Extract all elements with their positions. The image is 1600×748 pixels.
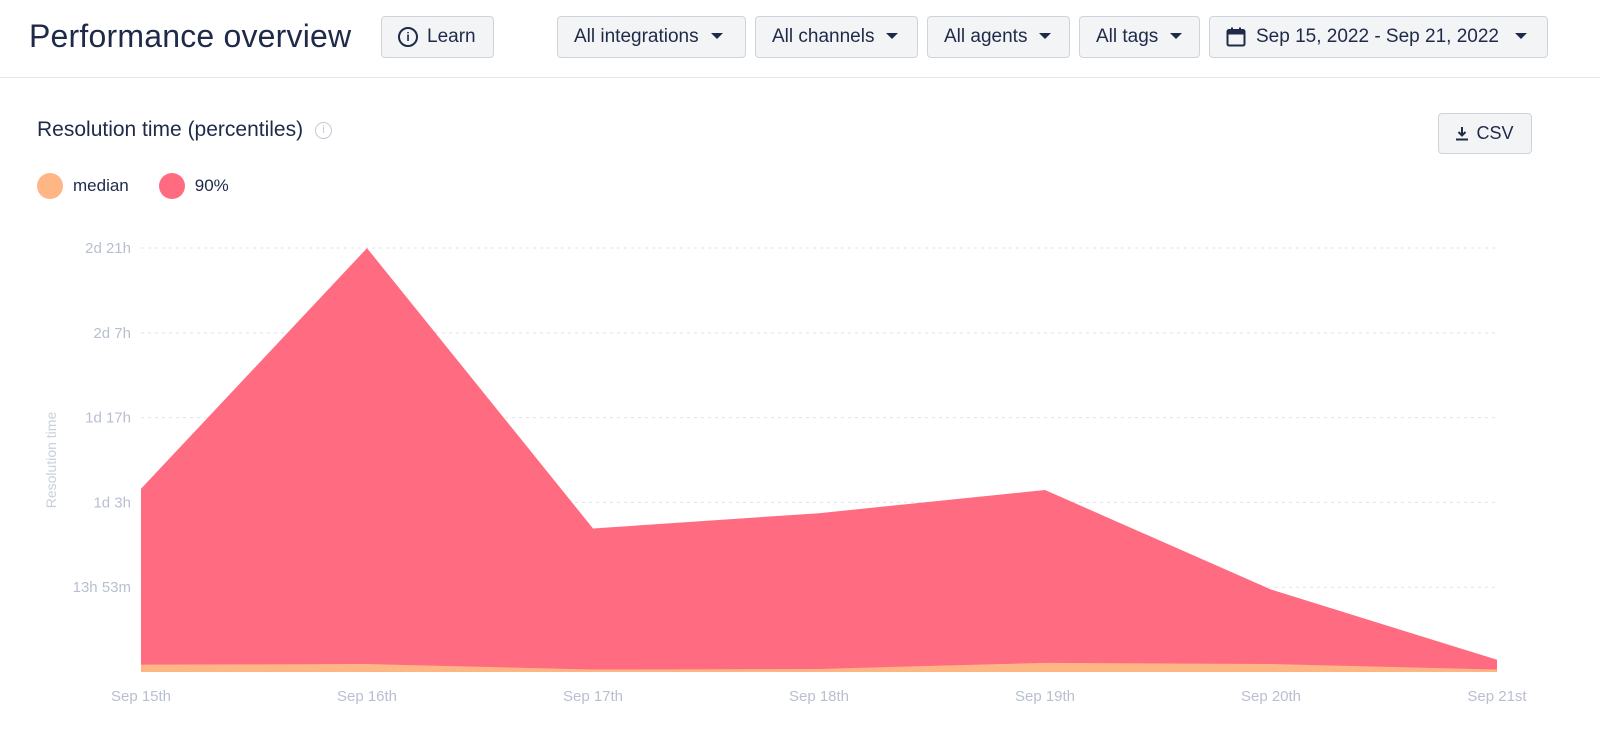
legend-swatch-median xyxy=(37,173,63,199)
x-tick-label: Sep 17th xyxy=(563,688,623,705)
x-tick-label: Sep 18th xyxy=(789,688,849,705)
info-icon: i xyxy=(398,27,418,47)
channels-filter-label: All channels xyxy=(772,26,875,47)
x-tick-label: Sep 21st xyxy=(1467,688,1527,705)
agents-filter-label: All agents xyxy=(944,26,1028,47)
caret-down-icon xyxy=(1514,33,1527,39)
legend-item-median[interactable]: median xyxy=(37,173,129,199)
y-axis-ticks: 13h 53m 1d 3h 1d 17h 2d 7h 2d 21h xyxy=(73,240,131,596)
info-icon[interactable]: i xyxy=(315,121,333,139)
integrations-filter-label: All integrations xyxy=(574,26,699,47)
p90-area[interactable] xyxy=(141,248,1497,672)
caret-down-icon xyxy=(710,33,723,39)
learn-label: Learn xyxy=(427,26,476,47)
y-axis-label: Resolution time xyxy=(43,412,59,509)
chart-legend: median 90% xyxy=(37,173,259,199)
top-bar: Performance overview i Learn All integra… xyxy=(0,0,1600,78)
legend-swatch-p90 xyxy=(158,173,185,199)
legend-label-median: median xyxy=(73,176,129,195)
tags-filter-label: All tags xyxy=(1096,26,1159,47)
x-tick-label: Sep 16th xyxy=(337,688,397,705)
csv-download-button[interactable]: CSV xyxy=(1438,113,1532,154)
agents-filter[interactable]: All agents xyxy=(927,16,1070,58)
legend-item-p90[interactable]: 90% xyxy=(158,173,229,199)
y-tick-label: 2d 7h xyxy=(93,325,131,342)
y-tick-label: 1d 17h xyxy=(85,410,131,427)
x-axis-ticks: Sep 15th Sep 16th Sep 17th Sep 18th Sep 19th… xyxy=(111,688,1527,705)
channels-filter[interactable]: All channels xyxy=(755,16,918,58)
y-tick-label: 13h 53m xyxy=(73,579,131,596)
y-tick-label: 2d 21h xyxy=(85,240,131,257)
csv-label: CSV xyxy=(1476,123,1514,143)
caret-down-icon xyxy=(886,33,899,39)
median-area[interactable] xyxy=(141,662,1497,672)
download-icon xyxy=(1456,126,1469,140)
page-title: Performance overview xyxy=(29,18,352,54)
x-tick-label: Sep 15th xyxy=(111,688,171,705)
x-tick-label: Sep 20th xyxy=(1241,688,1301,705)
tags-filter[interactable]: All tags xyxy=(1079,16,1200,58)
integrations-filter[interactable]: All integrations xyxy=(557,16,746,58)
chart-areas xyxy=(141,248,1497,672)
legend-label-p90: 90% xyxy=(194,176,229,195)
x-tick-label: Sep 19th xyxy=(1015,688,1075,705)
y-tick-label: 1d 3h xyxy=(93,494,131,511)
calendar-icon xyxy=(1226,27,1246,47)
learn-button[interactable]: i Learn xyxy=(381,16,494,58)
caret-down-icon xyxy=(1170,33,1183,39)
caret-down-icon xyxy=(1039,33,1052,39)
chart-title: Resolution time (percentiles) i xyxy=(37,118,333,142)
chart-title-text: Resolution time (percentiles) xyxy=(37,118,304,141)
date-range-label: Sep 15, 2022 - Sep 21, 2022 xyxy=(1256,26,1499,47)
date-range-picker[interactable]: Sep 15, 2022 - Sep 21, 2022 xyxy=(1209,16,1548,58)
